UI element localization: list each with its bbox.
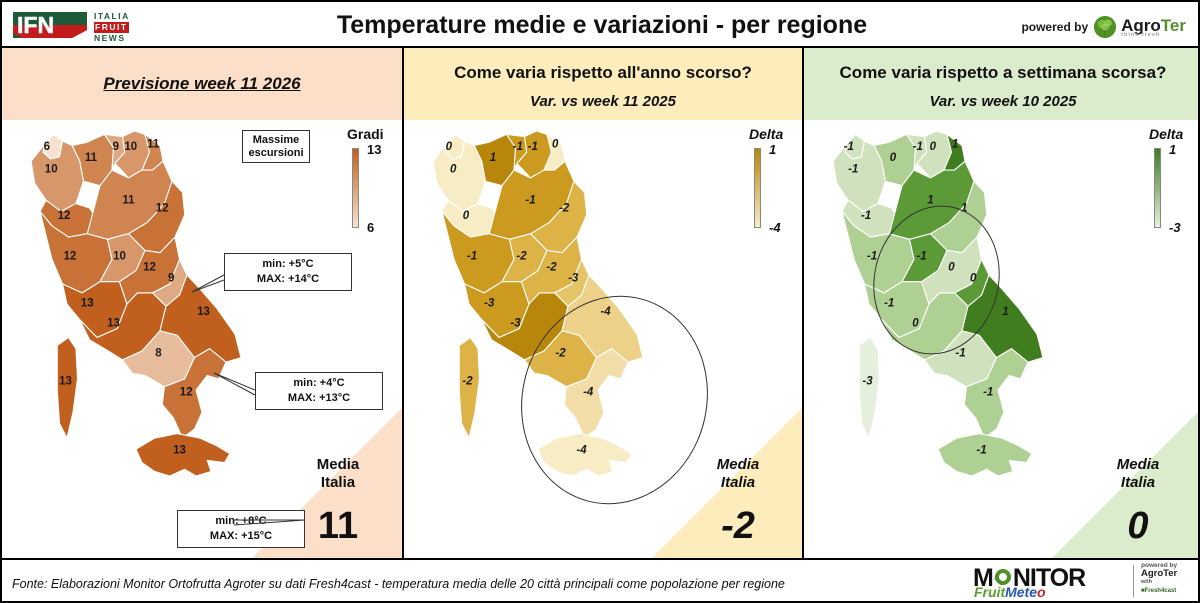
svg-text:13: 13 [81,297,94,309]
svg-text:0: 0 [552,139,559,151]
svg-text:12: 12 [58,210,71,222]
svg-text:-2: -2 [516,250,527,262]
svg-text:-1: -1 [955,348,965,360]
svg-text:0: 0 [446,141,453,153]
svg-text:-1: -1 [848,163,858,175]
svg-text:-2: -2 [559,202,570,214]
svg-text:-1: -1 [513,141,523,153]
svg-text:0: 0 [450,163,457,175]
svg-text:-1: -1 [867,250,877,262]
svg-text:-2: -2 [546,262,557,274]
svg-text:0: 0 [463,210,470,222]
svg-text:11: 11 [147,139,160,151]
svg-text:12: 12 [180,387,193,399]
svg-text:1: 1 [952,139,958,151]
svg-text:-3: -3 [510,317,521,329]
svg-text:-1: -1 [844,141,854,153]
svg-text:10: 10 [124,141,137,153]
svg-text:10: 10 [45,163,58,175]
svg-text:6: 6 [44,141,50,153]
svg-text:0: 0 [890,152,897,164]
svg-text:9: 9 [168,273,174,285]
svg-text:8: 8 [155,348,162,360]
svg-text:12: 12 [64,250,77,262]
svg-text:12: 12 [156,202,169,214]
svg-text:-1: -1 [976,445,986,457]
svg-text:11: 11 [122,195,135,207]
svg-text:10: 10 [113,250,126,262]
svg-text:-1: -1 [467,250,477,262]
svg-text:1: 1 [490,152,496,164]
svg-text:-3: -3 [862,375,873,387]
svg-text:-1: -1 [528,141,538,153]
svg-text:IFN: IFN [17,12,54,38]
svg-text:0: 0 [930,141,937,153]
svg-text:-3: -3 [484,297,495,309]
svg-text:12: 12 [143,262,156,274]
svg-text:-1: -1 [983,387,993,399]
svg-text:-1: -1 [913,141,923,153]
svg-text:9: 9 [113,141,119,153]
svg-text:-1: -1 [861,210,871,222]
svg-text:13: 13 [197,306,210,318]
svg-text:-3: -3 [568,273,579,285]
svg-text:-2: -2 [462,375,473,387]
svg-text:13: 13 [107,317,120,329]
svg-text:13: 13 [59,375,72,387]
svg-text:1: 1 [927,195,933,207]
svg-text:13: 13 [173,445,186,457]
svg-text:1: 1 [1002,306,1008,318]
svg-text:11: 11 [85,152,98,164]
svg-text:-1: -1 [525,195,535,207]
